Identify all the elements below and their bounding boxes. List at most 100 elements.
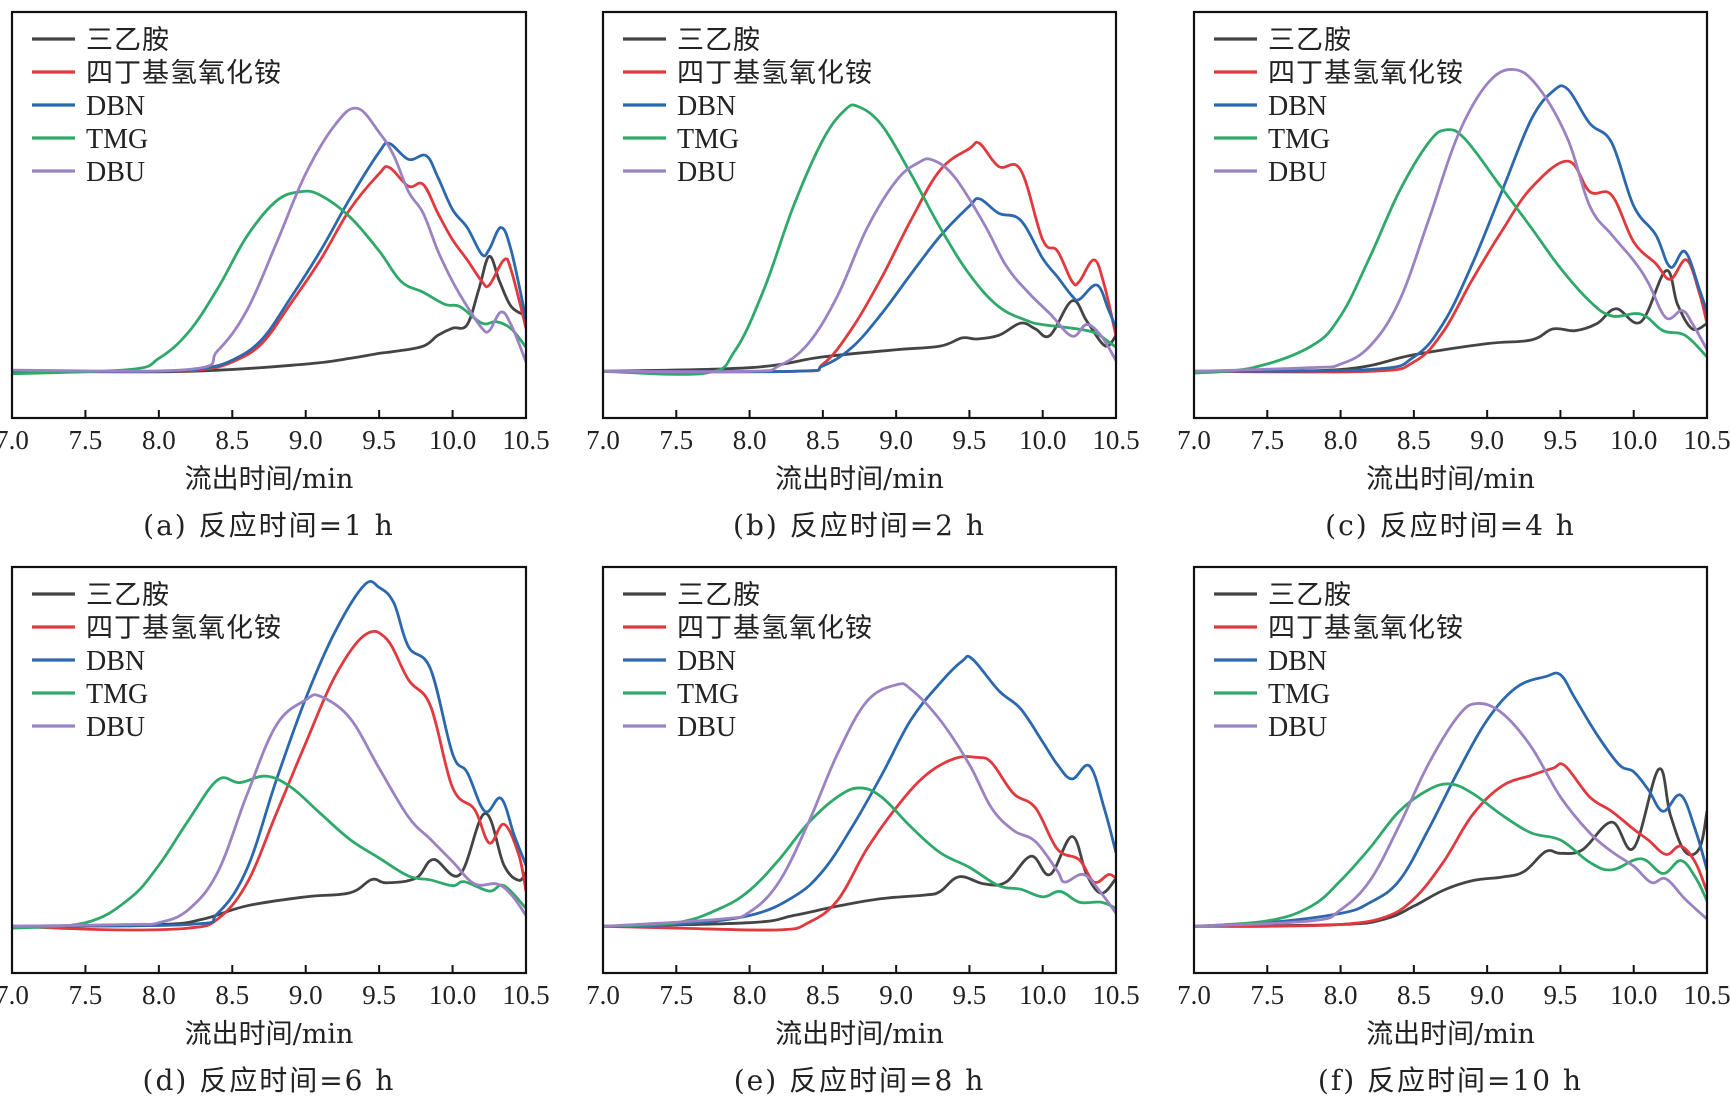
legend-item: TMG: [623, 679, 739, 710]
legend-item: DBN: [1214, 646, 1327, 677]
series-group: [603, 103, 1116, 376]
series-line-1: [12, 629, 526, 932]
legend-label: TMG: [1268, 124, 1330, 155]
x-tick-label: 8.0: [142, 425, 176, 455]
legend-label: 四丁基氢氧化铵: [86, 58, 282, 89]
x-axis-title: 流出时间/min: [775, 1019, 944, 1050]
x-tick-label: 10.5: [1092, 425, 1139, 455]
series-line-3: [1194, 128, 1707, 375]
x-tick-label: 10.0: [1610, 980, 1657, 1010]
x-tick-label: 8.5: [1397, 980, 1431, 1010]
legend-label: 四丁基氢氧化铵: [677, 58, 873, 89]
x-tick-label: 9.5: [362, 980, 396, 1010]
panel-caption: (c) 反应时间=4 h: [1325, 509, 1576, 542]
panel-caption: (b) 反应时间=2 h: [733, 509, 986, 542]
series-line-4: [12, 106, 526, 373]
legend-item: 三乙胺: [32, 580, 169, 611]
x-tick-label: 9.5: [953, 425, 987, 455]
panel-f: 7.0 7.5 8.0 8.5 9.0 9.5 10.0 10.5 流出时间/min (f) 反应…: [1177, 565, 1730, 1097]
series-line-4: [603, 682, 1116, 928]
series-line-4: [12, 693, 526, 928]
series-line-1: [603, 755, 1116, 932]
legend-item: DBU: [623, 712, 736, 743]
legend-label: DBU: [677, 712, 736, 743]
series-line-2: [12, 141, 526, 373]
x-axis-title: 流出时间/min: [185, 464, 354, 495]
series-line-0: [12, 254, 526, 374]
legend-label: TMG: [86, 124, 148, 155]
legend-item: TMG: [32, 124, 148, 155]
x-tick-label: 10.0: [1610, 425, 1657, 455]
series-line-0: [603, 299, 1116, 373]
legend-label: TMG: [677, 679, 739, 710]
x-tick-label: 10.5: [502, 980, 549, 1010]
legend-label: 三乙胺: [86, 25, 170, 56]
series-line-4: [1194, 68, 1707, 373]
plot-frame: [10, 565, 528, 975]
panel-caption: (d) 反应时间=6 h: [143, 1064, 396, 1097]
panel-e: 7.0 7.5 8.0 8.5 9.0 9.5 10.0 10.5 流出时间/min (e) 反应…: [586, 565, 1140, 1097]
legend-item: TMG: [32, 679, 148, 710]
legend-label: 四丁基氢氧化铵: [86, 613, 282, 644]
panel-a: 7.0 7.5 8.0 8.5 9.0 9.5 10.0 10.5 流出时间/min (a) 反应…: [0, 10, 550, 542]
legend-item: 四丁基氢氧化铵: [623, 58, 873, 89]
panel-c: 7.0 7.5 8.0 8.5 9.0 9.5 10.0 10.5 流出时间/min (c) 反应…: [1177, 10, 1730, 542]
series-line-0: [12, 812, 526, 928]
legend-label: DBU: [677, 157, 736, 188]
x-axis-title: 流出时间/min: [775, 464, 944, 495]
x-tick-label: 7.5: [69, 425, 103, 455]
series-line-4: [1194, 702, 1707, 928]
legend-item: DBU: [32, 712, 145, 743]
panel-caption: (f) 反应时间=10 h: [1318, 1064, 1583, 1097]
plot-frame: [1192, 10, 1709, 420]
x-axis-title: 流出时间/min: [1366, 1019, 1535, 1050]
x-axis-title: 流出时间/min: [185, 1019, 354, 1050]
legend-label: 三乙胺: [677, 25, 761, 56]
legend-label: 三乙胺: [677, 580, 761, 611]
x-tick-label: 9.5: [362, 425, 396, 455]
legend-label: DBN: [86, 646, 145, 677]
legend-label: TMG: [86, 679, 148, 710]
series-group: [12, 106, 526, 376]
series-group: [1194, 671, 1707, 928]
x-tick-label: 9.0: [1470, 425, 1504, 455]
x-tick-label: 9.0: [289, 425, 323, 455]
legend-label: 四丁基氢氧化铵: [1268, 58, 1464, 89]
legend-item: 三乙胺: [32, 25, 170, 56]
plot-frame: [10, 10, 528, 420]
plot-frame: [1192, 565, 1709, 975]
legend-label: DBU: [86, 157, 145, 188]
legend-item: 三乙胺: [623, 580, 761, 611]
legend-item: DBU: [1214, 157, 1327, 188]
series-line-1: [1194, 762, 1707, 928]
legend-item: TMG: [1214, 124, 1330, 155]
x-tick-label: 8.5: [215, 980, 249, 1010]
legend-item: DBN: [1214, 91, 1327, 122]
x-tick-label: 7.5: [1250, 425, 1284, 455]
x-tick-label: 7.0: [1177, 425, 1211, 455]
series-line-2: [1194, 84, 1707, 373]
legend-label: DBU: [86, 712, 145, 743]
x-tick-label: 7.5: [659, 425, 693, 455]
x-tick-label: 8.0: [142, 980, 176, 1010]
series-group: [1194, 68, 1707, 375]
x-tick-label: 9.5: [1544, 425, 1578, 455]
x-tick-label: 10.0: [1019, 425, 1066, 455]
x-tick-label: 10.5: [1092, 980, 1139, 1010]
x-tick-label: 10.5: [502, 425, 549, 455]
panel-d: 7.0 7.5 8.0 8.5 9.0 9.5 10.0 10.5 流出时间/min (d) 反应…: [0, 565, 550, 1097]
series-line-2: [603, 197, 1116, 374]
legend-item: 三乙胺: [1214, 25, 1351, 56]
legend-label: 三乙胺: [1268, 580, 1352, 611]
series-line-3: [603, 103, 1116, 376]
series-line-0: [1194, 269, 1707, 373]
legend-label: DBN: [1268, 646, 1327, 677]
panel-caption: (a) 反应时间=1 h: [143, 509, 395, 542]
x-tick-label: 9.5: [953, 980, 987, 1010]
x-axis-title: 流出时间/min: [1366, 464, 1535, 495]
x-tick-label: 7.5: [69, 980, 103, 1010]
